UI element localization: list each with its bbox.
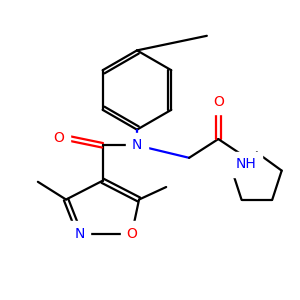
Text: O: O	[213, 94, 224, 109]
Text: N: N	[74, 227, 85, 241]
Text: NH: NH	[236, 157, 257, 171]
Text: O: O	[53, 131, 64, 145]
Text: O: O	[126, 227, 137, 241]
Text: N: N	[132, 138, 142, 152]
